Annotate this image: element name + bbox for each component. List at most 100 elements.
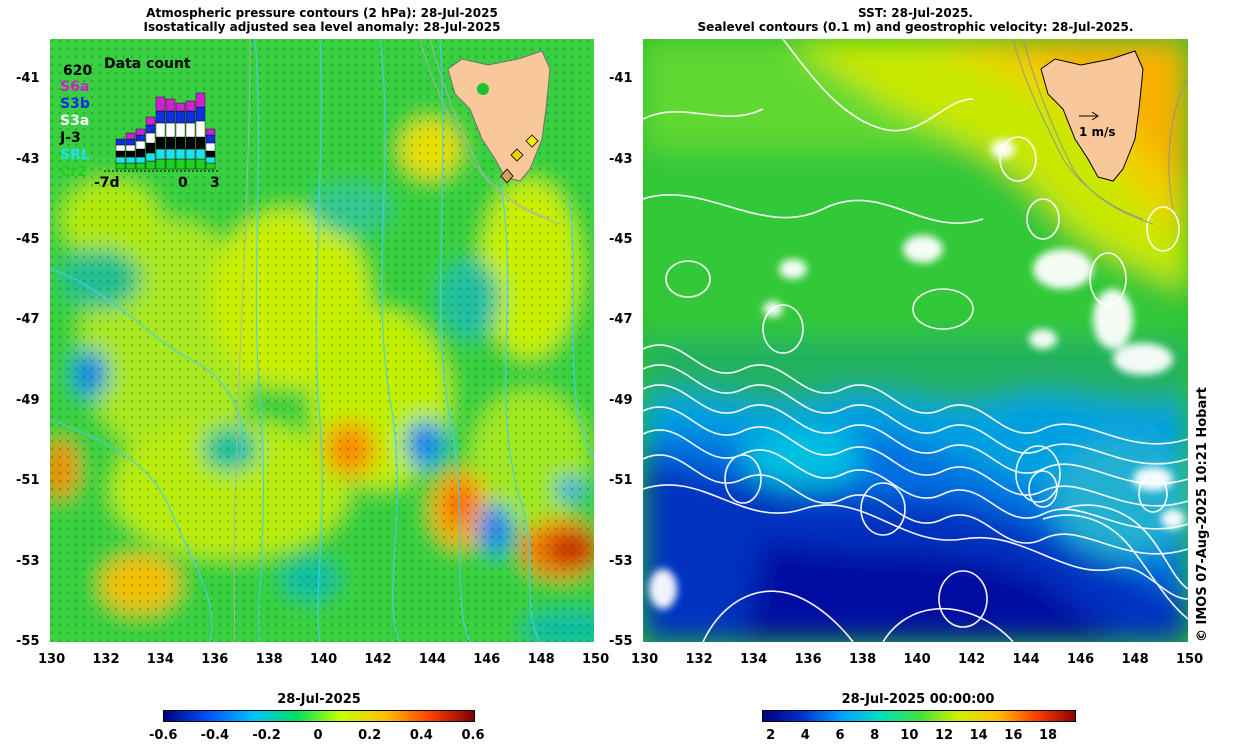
colorbar-tick-label: 4 [800, 728, 810, 743]
histogram-segment [205, 150, 216, 158]
x-tick-label: 142 [958, 652, 986, 667]
mission-legend: S6a S3b S3a J-3 SRL Cr2 [60, 79, 90, 181]
histogram-segment [165, 110, 176, 124]
histogram-segment [155, 136, 166, 150]
mission-legend-item: S3b [60, 96, 90, 112]
histogram-segment [165, 148, 176, 160]
inset-x-tick-start: -7d [94, 175, 120, 191]
histogram-segment [155, 96, 166, 112]
y-tick-label: -49 [16, 392, 40, 408]
data-count-max: 620 [63, 63, 93, 79]
tasmania-land [447, 50, 551, 182]
y-tick-label: -55 [609, 634, 633, 649]
histogram-segment [185, 100, 196, 112]
tide-gauge-marker [477, 83, 489, 95]
histogram-segment [185, 136, 196, 150]
x-tick-label: 132 [92, 652, 120, 667]
sst-field [643, 39, 1188, 642]
y-tick-label: -45 [609, 232, 633, 247]
x-tick-label: 150 [1176, 652, 1204, 667]
sst-map: 1 m/s [643, 39, 1188, 642]
histogram-segment [205, 128, 216, 136]
y-tick-label: -47 [609, 312, 633, 328]
mission-legend-item: Cr2 [60, 164, 87, 180]
anomaly-colorbar [163, 710, 475, 722]
histogram-segment [135, 162, 146, 170]
y-tick-label: -55 [16, 634, 40, 649]
colorbar-tick-label: -0.6 [149, 728, 178, 743]
sst-colorbar-title: 28-Jul-2025 00:00:00 [841, 692, 995, 707]
x-tick-label: 132 [685, 652, 713, 667]
colorbar-tick-label: 14 [969, 728, 988, 743]
histogram-segment [205, 142, 216, 152]
data-count-title: Data count [104, 56, 191, 72]
x-tick-label: 136 [794, 652, 822, 667]
histogram-segment [125, 162, 136, 170]
colorbar-tick-label: 18 [1038, 728, 1058, 743]
histogram-segment [175, 110, 186, 124]
histogram-segment [195, 120, 206, 138]
x-tick-label: 138 [255, 652, 283, 667]
x-tick-label: 134 [740, 652, 768, 667]
colorbar-tick-label: 0 [313, 728, 323, 743]
histogram-segment [195, 92, 206, 108]
histogram-segment [115, 144, 126, 152]
x-tick-label: 148 [1121, 652, 1149, 667]
histogram-segment [135, 156, 146, 164]
x-tick-label: 136 [201, 652, 229, 667]
histogram-segment [145, 152, 156, 162]
histogram-segment [175, 148, 186, 160]
mission-legend-item: S3a [60, 113, 90, 129]
y-tick-label: -43 [609, 151, 633, 167]
colorbar-tick-label: -0.4 [200, 728, 230, 743]
y-tick-label: -47 [16, 312, 40, 328]
histogram-segment [195, 148, 206, 160]
right-title-line1: SST: 28-Jul-2025. [858, 6, 973, 20]
colorbar-tick-label: 8 [870, 728, 880, 743]
histogram-segment [185, 158, 196, 170]
sst-colorbar [762, 710, 1076, 722]
histogram-segment [205, 162, 216, 170]
histogram-segment [175, 158, 186, 170]
colorbar-tick-label: 0.6 [461, 728, 485, 743]
colorbar-tick-label: 2 [766, 728, 776, 743]
histogram-segment [155, 158, 166, 170]
sea-level-anomaly-map: 620 Data count S6a S3b S3a J-3 SRL Cr2 -7d 0 … [50, 39, 594, 642]
histogram-segment [145, 116, 156, 126]
right-title-line2: Sealevel contours (0.1 m) and geostrophi… [697, 20, 1134, 34]
x-tick-label: 130 [631, 652, 659, 667]
histogram-segment [205, 156, 216, 164]
mission-legend-item: SRL [60, 147, 90, 163]
sea-level-anomaly-field [50, 39, 594, 642]
imos-credit: © IMOS 07-Aug-2025 10:21 Hobart [1195, 387, 1210, 642]
colorbar-tick-label: 0.2 [358, 728, 382, 743]
histogram-segment [145, 132, 156, 144]
colorbar-tick-label: 16 [1004, 728, 1023, 743]
histogram-segment [115, 150, 126, 158]
y-tick-label: -53 [16, 553, 40, 569]
colorbar-tick-label: 0.4 [409, 728, 433, 743]
data-count-histogram [104, 92, 220, 172]
left-title-line2: Isostatically adjusted sea level anomaly… [143, 20, 501, 34]
histogram-segment [155, 110, 166, 124]
x-tick-label: 144 [1012, 652, 1040, 667]
x-tick-label: 140 [903, 652, 931, 667]
y-tick-label: -45 [16, 232, 40, 247]
histogram-segment [135, 128, 146, 136]
colorbar-tick-label: -0.2 [252, 728, 281, 743]
histogram-segment [185, 148, 196, 160]
x-tick-label: 146 [473, 652, 501, 667]
histogram-segment [175, 136, 186, 150]
histogram-segment [185, 110, 196, 124]
histogram-segment [195, 136, 206, 150]
y-tick-label: -53 [609, 553, 633, 569]
data-count-inset: 620 Data count S6a S3b S3a J-3 SRL Cr2 -7d 0 … [58, 56, 228, 197]
x-tick-label: 140 [310, 652, 338, 667]
y-tick-label: -51 [609, 473, 633, 489]
histogram-segment [135, 134, 146, 142]
histogram-segment [155, 122, 166, 138]
inset-x-tick-zero: 0 [178, 175, 188, 191]
x-tick-label: 130 [38, 652, 66, 667]
histogram-segment [165, 136, 176, 150]
histogram-segment [125, 138, 136, 146]
